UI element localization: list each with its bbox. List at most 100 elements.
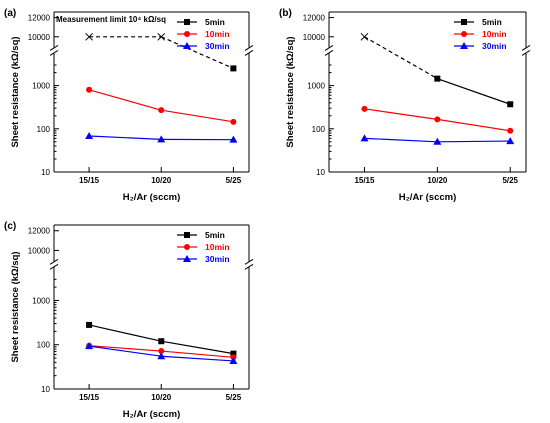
point-30min (360, 134, 369, 142)
axis-break-mark (244, 49, 254, 56)
point-5min (158, 338, 165, 345)
y-tick-label: 12000 (28, 227, 51, 236)
panel-label: (c) (4, 221, 16, 232)
point-5min (230, 350, 237, 357)
y-tick-label: 12000 (28, 14, 51, 23)
legend-marker-30min (183, 255, 191, 262)
x-tick-label: 15/15 (79, 393, 100, 402)
panel-label: (b) (279, 8, 292, 19)
series-line-5min (364, 36, 438, 80)
panel-label: (a) (4, 8, 16, 19)
point-5min (86, 321, 93, 328)
point-10min (361, 105, 368, 112)
y-tick-label: 100 (37, 341, 51, 350)
legend-marker-10min (461, 31, 467, 37)
x-tick-label: 5/25 (226, 176, 242, 185)
axis-break-mark (244, 258, 254, 265)
legend-marker-10min (184, 244, 190, 250)
axis-break-mark (49, 49, 59, 56)
series-line-30min (364, 137, 438, 143)
point-5min (434, 75, 441, 82)
y-tick-label: 10 (41, 385, 50, 394)
series-line-10min (364, 108, 438, 120)
y-tick-label: 10000 (28, 33, 51, 42)
series-line-5min (161, 340, 234, 355)
axis-break-mark (521, 44, 531, 51)
x-axis-label: H₂/Ar (sccm) (399, 192, 457, 203)
y-tick-label: 100 (312, 125, 326, 134)
point-30min (229, 356, 238, 364)
legend-marker-5min (461, 19, 467, 25)
point-30min (157, 135, 166, 143)
legend-label-10min: 10min (205, 29, 230, 39)
point-limit-5min (85, 32, 93, 41)
x-tick-label: 15/15 (79, 176, 100, 185)
point-10min (158, 107, 165, 114)
axis-break-mark (49, 44, 59, 51)
axis-break-mark (324, 44, 334, 51)
y-tick-label: 100 (37, 125, 51, 134)
series-line-30min (89, 135, 162, 140)
series-line-30min (161, 355, 234, 362)
y-tick-label: 12000 (303, 14, 326, 23)
legend-marker-5min (184, 19, 190, 25)
point-5min (507, 101, 514, 108)
y-axis-label: Sheet resistance (kΩ/sq) (10, 251, 21, 362)
x-tick-label: 10/20 (151, 393, 172, 402)
panel-b: 10 100 1000 10000 12000 15/15 10/20 5/25 H₂/Ar (… (279, 8, 531, 203)
axis-break-mark (244, 44, 254, 51)
legend-label-30min: 30min (205, 41, 230, 51)
point-30min (85, 342, 94, 350)
legend-label-5min: 5min (205, 17, 225, 27)
point-limit-5min (157, 32, 166, 41)
panel-c: 10 100 1000 10000 12000 15/15 10/20 5/25 H₂/Ar (… (4, 221, 254, 420)
legend-label-30min: 30min (482, 41, 507, 51)
y-tick-label: 1000 (307, 82, 325, 91)
y-tick-label: 1000 (32, 296, 50, 305)
point-30min (433, 137, 442, 145)
x-axis-label: H₂/Ar (sccm) (123, 192, 181, 203)
y-tick-label: 10000 (303, 33, 326, 42)
panel-a: 10 100 1000 10000 12000 15/15 10/20 5/25 H₂/Ar (… (4, 8, 254, 203)
y-tick-label: 10000 (28, 246, 51, 255)
point-30min (506, 137, 515, 145)
legend-label-30min: 30min (205, 254, 230, 264)
series-line-5min (161, 36, 234, 69)
y-tick-label: 10 (41, 168, 50, 177)
series-line-10min (161, 109, 234, 123)
series-line-5min (437, 78, 511, 105)
x-tick-label: 5/25 (502, 176, 518, 185)
legend-label-10min: 10min (205, 242, 230, 252)
legend-marker-5min (184, 232, 190, 238)
x-tick-label: 15/15 (354, 176, 375, 185)
point-30min (157, 352, 166, 360)
x-tick-label: 10/20 (151, 176, 172, 185)
x-tick-label: 10/20 (427, 176, 448, 185)
series-line-5min (88, 324, 162, 342)
series-line-10min (89, 345, 162, 352)
axis-break-mark (49, 263, 59, 270)
axis-break-mark (244, 263, 254, 270)
point-5min (230, 65, 237, 72)
point-10min (434, 116, 441, 123)
legend-label-10min: 10min (482, 29, 507, 39)
legend-marker-30min (183, 42, 191, 49)
axis-break-mark (324, 49, 334, 56)
point-10min (158, 348, 165, 355)
x-tick-label: 5/25 (226, 393, 242, 402)
series-line-30min (89, 345, 162, 357)
series-line-10min (437, 118, 511, 132)
y-tick-label: 10 (316, 168, 325, 177)
axis-break-mark (521, 49, 531, 56)
annotation-measurement-limit: Measurement limit 10⁴ kΩ/sq (56, 15, 166, 24)
y-axis-label: Sheet resistance (kΩ/sq) (10, 36, 21, 147)
point-10min (507, 127, 514, 134)
point-limit-5min (360, 32, 369, 41)
y-axis-label: Sheet resistance (kΩ/sq) (285, 36, 296, 147)
point-10min (86, 86, 93, 93)
legend-label-5min: 5min (482, 17, 502, 27)
point-30min (229, 135, 238, 143)
axis-break-mark (49, 258, 59, 265)
point-10min (230, 118, 237, 125)
